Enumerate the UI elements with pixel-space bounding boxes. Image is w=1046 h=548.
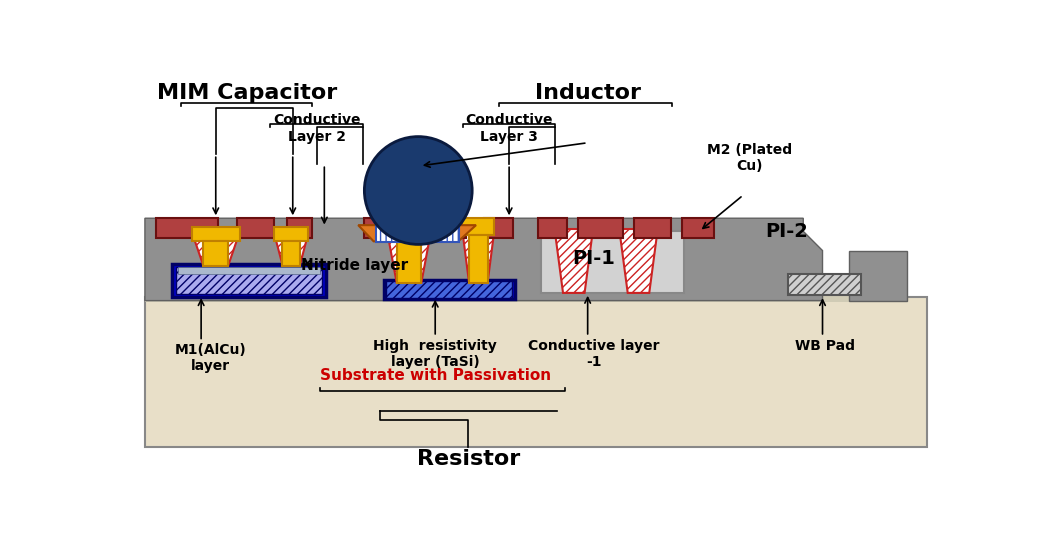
Bar xyxy=(384,280,515,299)
Bar xyxy=(145,297,927,447)
Bar xyxy=(282,241,300,266)
Bar xyxy=(288,218,312,238)
Bar xyxy=(483,218,513,238)
Polygon shape xyxy=(542,231,684,293)
Polygon shape xyxy=(194,237,238,266)
Bar xyxy=(203,241,228,266)
Bar xyxy=(176,267,322,294)
Polygon shape xyxy=(554,229,593,293)
Text: M2 (Plated
Cu): M2 (Plated Cu) xyxy=(707,143,792,173)
Polygon shape xyxy=(358,225,476,241)
Bar xyxy=(386,281,513,298)
Text: Conductive layer
-1: Conductive layer -1 xyxy=(528,339,660,369)
Bar xyxy=(396,235,422,283)
Polygon shape xyxy=(619,229,658,293)
Bar xyxy=(157,218,218,238)
Text: Inductor: Inductor xyxy=(535,83,640,102)
Polygon shape xyxy=(387,229,431,283)
Text: WB Pad: WB Pad xyxy=(795,339,855,353)
Text: High  resistivity
layer (TaSi): High resistivity layer (TaSi) xyxy=(373,339,497,369)
Bar xyxy=(538,218,567,238)
Text: Nitride layer: Nitride layer xyxy=(301,258,408,273)
Bar xyxy=(469,235,487,283)
Bar xyxy=(178,267,320,275)
Bar xyxy=(578,218,623,238)
Bar xyxy=(385,218,433,235)
Polygon shape xyxy=(462,229,495,283)
Text: MIM Capacitor: MIM Capacitor xyxy=(157,83,338,102)
Text: PI-2: PI-2 xyxy=(765,222,808,241)
Text: Conductive
Layer 2: Conductive Layer 2 xyxy=(273,113,361,144)
Text: Substrate with Passivation: Substrate with Passivation xyxy=(320,368,551,383)
Bar xyxy=(682,218,714,238)
Bar xyxy=(237,218,274,238)
Bar xyxy=(191,227,240,241)
Bar xyxy=(145,293,849,302)
Bar xyxy=(634,218,670,238)
Bar xyxy=(376,225,459,242)
Circle shape xyxy=(364,136,472,244)
Text: Conductive
Layer 3: Conductive Layer 3 xyxy=(465,113,553,144)
Polygon shape xyxy=(275,237,308,266)
Bar xyxy=(462,218,495,235)
Text: Resistor: Resistor xyxy=(416,449,520,469)
Bar xyxy=(172,265,326,297)
Bar xyxy=(274,227,309,241)
Polygon shape xyxy=(849,250,907,301)
Text: PI-1: PI-1 xyxy=(572,249,615,268)
Bar xyxy=(364,218,402,238)
Bar xyxy=(788,273,861,295)
Text: M1(AlCu)
layer: M1(AlCu) layer xyxy=(175,343,246,373)
Polygon shape xyxy=(145,218,822,301)
Bar xyxy=(428,218,467,238)
